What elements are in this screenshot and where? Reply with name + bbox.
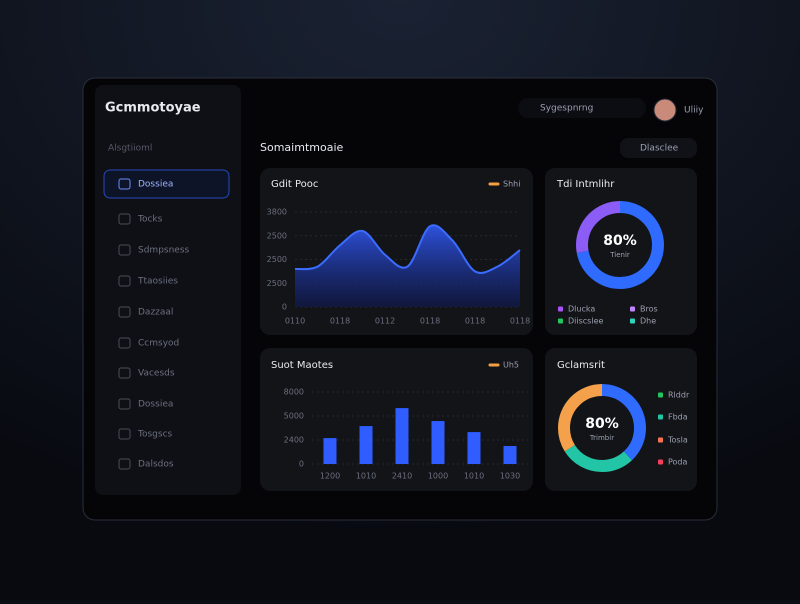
x-tick-label: 1200 — [320, 472, 340, 481]
y-tick-label: 2400 — [284, 436, 304, 445]
card — [545, 168, 697, 335]
y-tick-label: 2500 — [267, 279, 287, 288]
legend-label: Fbda — [668, 413, 688, 422]
y-tick-label: 0 — [282, 303, 287, 312]
filter-button[interactable] — [620, 138, 697, 158]
nav-item[interactable]: Ccmsyod — [138, 339, 179, 349]
x-tick-label: 0110 — [285, 317, 305, 326]
area — [295, 225, 520, 307]
nav-icon — [118, 213, 131, 225]
y-tick-label: 0 — [299, 460, 304, 469]
nav-icon — [118, 244, 131, 256]
x-tick-label: 0112 — [375, 317, 395, 326]
nav-icon — [118, 428, 131, 440]
bar — [467, 432, 481, 464]
card-title: Tdi Intmlihr — [556, 179, 615, 190]
x-tick-label: 1010 — [356, 472, 376, 481]
user-name: Uliiy — [684, 106, 704, 116]
search-text: Sygespnrng — [540, 104, 593, 114]
legend-swatch — [658, 392, 663, 398]
legend-swatch — [630, 318, 635, 324]
nav-icon — [118, 337, 131, 349]
bar — [503, 446, 517, 464]
legend-label: Bros — [640, 305, 658, 314]
legend-swatch — [558, 306, 563, 312]
legend-swatch — [630, 306, 635, 312]
card-title: Gdit Pooc — [271, 179, 318, 190]
legend-swatch — [658, 459, 663, 465]
x-tick-label: 0118 — [420, 317, 440, 326]
nav-item[interactable]: Dalsdos — [138, 460, 174, 470]
x-tick-label: 0118 — [510, 317, 530, 326]
sidebar-section: Alsgtiioml — [108, 144, 152, 154]
legend-swatch — [658, 437, 663, 443]
legend-label: Dlucka — [568, 305, 595, 314]
nav-item[interactable]: Vacesds — [138, 369, 175, 379]
line — [294, 224, 521, 274]
nav-icon — [118, 398, 131, 410]
nav-icon — [118, 306, 131, 318]
donut-segment — [576, 201, 664, 289]
nav-icon — [118, 275, 131, 287]
legend-label: Poda — [668, 458, 688, 467]
page-title: Somaimtmoaie — [260, 141, 343, 154]
nav-icon — [118, 178, 131, 190]
y-tick-label: 8000 — [284, 388, 304, 397]
filter-text: Dlasclee — [640, 144, 679, 154]
x-tick-label: 0118 — [465, 317, 485, 326]
donut-segment — [558, 384, 646, 472]
y-tick-label: 2500 — [267, 231, 287, 240]
nav-item[interactable]: Dazzaal — [138, 308, 173, 318]
bar — [359, 426, 373, 464]
donut-center: 80% — [585, 416, 619, 432]
bar — [431, 421, 445, 464]
nav-item[interactable]: Dossiea — [138, 180, 173, 190]
y-tick-label: 3800 — [267, 208, 287, 217]
legend-label: Dhe — [640, 317, 656, 326]
legend-swatch — [658, 414, 663, 420]
legend-label: Rlddr — [668, 391, 690, 400]
legend-label: Uh5 — [503, 361, 519, 370]
legend-swatch — [558, 318, 563, 324]
nav-icon — [118, 367, 131, 379]
nav-item[interactable]: Dossiea — [138, 400, 173, 410]
card — [260, 168, 533, 335]
nav-active — [103, 169, 230, 199]
y-tick-label: 2500 — [267, 255, 287, 264]
nav-item[interactable]: Sdmpsness — [138, 246, 190, 256]
nav-item[interactable]: Tosgscs — [137, 430, 173, 440]
x-tick-label: 2410 — [392, 472, 412, 481]
card-title: Suot Maotes — [271, 360, 333, 371]
legend-label: Shhi — [503, 180, 520, 189]
nav-item[interactable]: Ttaosiies — [137, 277, 178, 287]
card-title: Gclamsrit — [557, 360, 605, 371]
donut-center: 80% — [603, 233, 637, 249]
donut-sub: Tienir — [609, 251, 630, 259]
legend-label: Diiscslee — [568, 317, 603, 326]
avatar[interactable] — [653, 98, 677, 122]
bar — [395, 408, 409, 464]
bar — [323, 438, 337, 464]
donut-sub: Trimbir — [589, 434, 614, 442]
nav-item[interactable]: Tocks — [137, 215, 163, 225]
x-tick-label: 1000 — [428, 472, 448, 481]
x-tick-label: 1030 — [500, 472, 520, 481]
y-tick-label: 5000 — [284, 412, 304, 421]
x-tick-label: 0118 — [330, 317, 350, 326]
nav-icon — [118, 458, 131, 470]
donut-segment — [558, 384, 646, 472]
x-tick-label: 1010 — [464, 472, 484, 481]
legend-label: Tosla — [667, 436, 688, 445]
app-title: Gcmmotoyae — [105, 101, 201, 116]
search-box[interactable] — [518, 98, 646, 118]
